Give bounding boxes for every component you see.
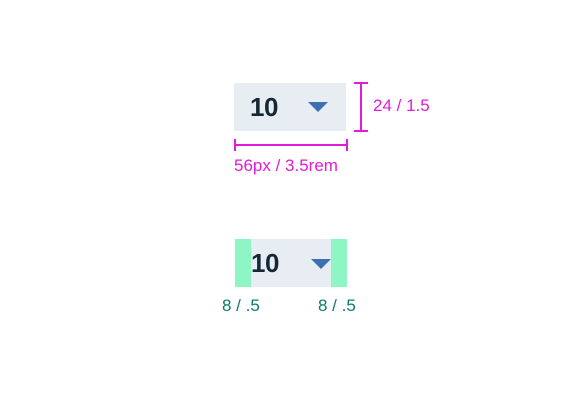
padding-left-highlight xyxy=(235,239,251,287)
width-measure-label: 56px / 3.5rem xyxy=(234,156,338,175)
page-size-select[interactable]: 10 xyxy=(234,83,346,131)
measure-line xyxy=(360,82,362,132)
padding-left-label: 8 / .5 xyxy=(222,296,260,315)
measure-cap xyxy=(354,130,368,132)
select-value: 10 xyxy=(251,248,279,278)
height-measure-bracket xyxy=(354,82,368,132)
caret-down-icon[interactable] xyxy=(308,102,328,112)
page-size-select-padding-spec[interactable]: 10 xyxy=(235,239,347,287)
measure-cap xyxy=(346,139,348,151)
padding-right-highlight xyxy=(331,239,347,287)
measure-line xyxy=(234,144,348,146)
caret-down-icon[interactable] xyxy=(311,259,331,269)
height-measure-label: 24 / 1.5 xyxy=(373,96,430,115)
width-measure-bracket xyxy=(234,139,348,151)
select-value: 10 xyxy=(250,92,278,122)
padding-right-label: 8 / .5 xyxy=(318,296,356,315)
